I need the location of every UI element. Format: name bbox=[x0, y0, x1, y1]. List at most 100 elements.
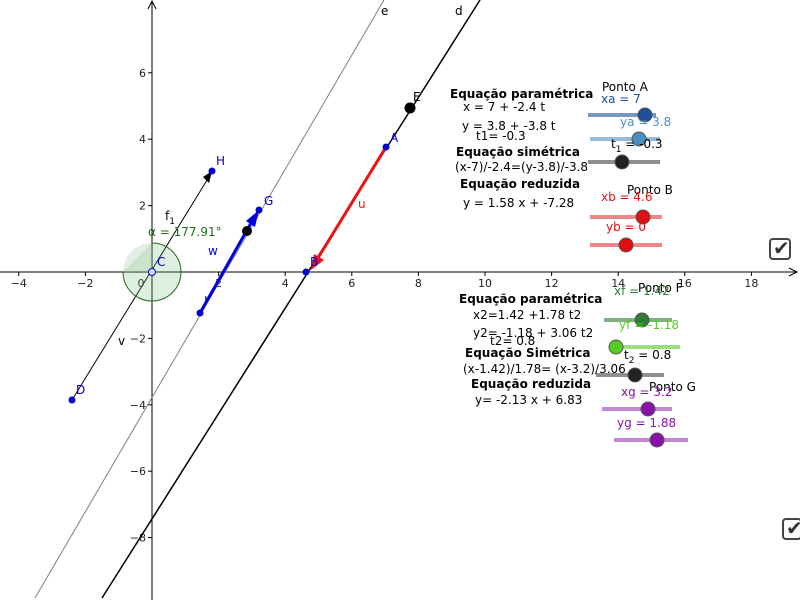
slider-yg-label: yg = 1.88 bbox=[617, 416, 676, 430]
point-D[interactable] bbox=[68, 396, 76, 404]
y-tick-label: −2 bbox=[130, 332, 146, 345]
point-I-label: I bbox=[204, 294, 208, 308]
point-G-label: G bbox=[264, 194, 273, 208]
y-tick-label: −6 bbox=[130, 465, 146, 478]
point-H[interactable] bbox=[208, 167, 216, 175]
slider-ya-handle[interactable] bbox=[631, 131, 647, 147]
slider-ya-label: ya = 3.8 bbox=[620, 115, 671, 129]
x-tick-label: 6 bbox=[348, 277, 355, 290]
slider-group-ponto-a: Ponto A xa = 7 ya = 3.8 t1 = -0.3 bbox=[588, 80, 671, 170]
point-I[interactable] bbox=[196, 309, 204, 317]
slider-xg-handle[interactable] bbox=[640, 401, 656, 417]
y-tick-label: 6 bbox=[139, 67, 146, 80]
point-E[interactable] bbox=[404, 102, 416, 114]
line-d-label: d bbox=[455, 4, 463, 18]
checkmark-icon: ✔ bbox=[773, 236, 790, 260]
slider-t1-label: t1 = -0.3 bbox=[611, 137, 663, 155]
x-tick-label: 0 bbox=[138, 277, 145, 290]
x-tick-label: 12 bbox=[545, 277, 559, 290]
bottom-t2-value: t2= 0.8 bbox=[490, 334, 535, 348]
slider-xg-label: xg = 3.2 bbox=[621, 385, 673, 399]
bottom-red-title: Equação reduzida bbox=[471, 377, 591, 391]
top-red-equation: y = 1.58 x + -7.28 bbox=[463, 196, 574, 210]
bottom-sym-title: Equação Simétrica bbox=[465, 346, 590, 360]
bottom-red-equation: y= -2.13 x + 6.83 bbox=[475, 393, 582, 407]
bottom-sym-equation: (x-1.42)/1.78= (x-3.2)/3.06 bbox=[463, 362, 626, 376]
top-param-title: Equação paramétrica bbox=[450, 87, 593, 101]
slider-t1-handle[interactable] bbox=[614, 154, 630, 170]
x-tick-label: −4 bbox=[11, 277, 27, 290]
point-B[interactable] bbox=[302, 268, 310, 276]
point-D-label: D bbox=[76, 383, 85, 397]
top-red-title: Equação reduzida bbox=[460, 177, 580, 191]
slider-yb-handle[interactable] bbox=[618, 237, 634, 253]
slider-xb-handle[interactable] bbox=[635, 209, 651, 225]
angle-alpha-label: α = 177.91° bbox=[148, 225, 222, 239]
slider-t2-handle[interactable] bbox=[627, 367, 643, 383]
x-tick-label: −2 bbox=[77, 277, 93, 290]
vector-u-arrowhead-icon bbox=[311, 254, 324, 270]
slider-xb-label: xb = 4.6 bbox=[601, 190, 653, 204]
ponto-g-title: Ponto G bbox=[649, 380, 696, 394]
angle-alpha-fill bbox=[123, 243, 152, 272]
bottom-param-title: Equação paramétrica bbox=[459, 292, 602, 306]
top-t1-value: t1= -0.3 bbox=[476, 129, 526, 143]
bottom-y-equation: y2= -1.18 + 3.06 t2 bbox=[473, 326, 593, 340]
bottom-x-equation: x2=1.42 +1.78 t2 bbox=[473, 308, 581, 322]
vector-v-label: v bbox=[118, 334, 125, 348]
panel-bottom-equations: Equação paramétrica x2=1.42 +1.78 t2 y2=… bbox=[459, 292, 626, 407]
x-tick-label: 14 bbox=[611, 277, 625, 290]
line-f1-label: f1 bbox=[165, 209, 175, 227]
x-tick-label: 10 bbox=[478, 277, 492, 290]
ponto-b-title: Ponto B bbox=[627, 183, 673, 197]
x-tick-label: 18 bbox=[744, 277, 758, 290]
line-d[interactable] bbox=[101, 0, 481, 599]
slider-yf-handle[interactable] bbox=[608, 339, 624, 355]
vector-w-label: w bbox=[208, 244, 218, 258]
point-A[interactable] bbox=[382, 143, 390, 151]
y-tick-label: 4 bbox=[139, 133, 146, 146]
slider-group-ponto-g: Ponto G xg = 3.2 yg = 1.88 bbox=[602, 380, 696, 448]
slider-t2-label: t2 = 0.8 bbox=[624, 348, 671, 366]
line-e-label: e bbox=[381, 4, 388, 18]
panel-top-equations: Equação paramétrica x = 7 + -2.4 t y = 3… bbox=[450, 87, 593, 210]
ponto-a-title: Ponto A bbox=[602, 80, 649, 94]
y-axis-arrow-icon bbox=[147, 0, 157, 10]
y-tick-label: 2 bbox=[139, 200, 146, 213]
x-tick-label: 4 bbox=[282, 277, 289, 290]
point-A-label: A bbox=[390, 131, 399, 145]
slider-group-ponto-b: Ponto B xb = 4.6 yb = 0 bbox=[590, 183, 673, 253]
top-sym-title: Equação simétrica bbox=[456, 145, 580, 159]
vector-w-arrowhead-icon bbox=[246, 210, 259, 227]
checkbox-toggle-2[interactable]: ✔ bbox=[782, 516, 800, 540]
vector-u-label: u bbox=[358, 197, 366, 211]
checkbox-toggle-1[interactable]: ✔ bbox=[769, 236, 791, 260]
slider-xa-label: xa = 7 bbox=[601, 92, 641, 106]
checkmark-icon: ✔ bbox=[786, 516, 800, 540]
top-x-equation: x = 7 + -2.4 t bbox=[463, 100, 545, 114]
point-on-line-e[interactable] bbox=[242, 226, 252, 236]
ponto-f-title: Ponto F bbox=[638, 281, 683, 295]
slider-xf-handle[interactable] bbox=[634, 312, 650, 328]
point-C-label: C bbox=[157, 255, 165, 269]
point-E-label: E bbox=[413, 90, 421, 104]
x-tick-label: 16 bbox=[678, 277, 692, 290]
slider-xa-handle[interactable] bbox=[637, 107, 653, 123]
y-tick-label: −4 bbox=[130, 399, 146, 412]
x-axis-arrow-icon bbox=[788, 267, 799, 277]
top-sym-equation: (x-7)/-2.4=(y-3.8)/-3.8 bbox=[455, 160, 588, 174]
top-y-equation: y = 3.8 + -3.8 t bbox=[462, 119, 556, 133]
point-G[interactable] bbox=[255, 206, 263, 214]
slider-yg-handle[interactable] bbox=[649, 432, 665, 448]
vector-u[interactable] bbox=[316, 146, 388, 259]
point-C[interactable] bbox=[148, 268, 156, 276]
point-B-label: B bbox=[310, 255, 318, 269]
line-f1[interactable] bbox=[71, 171, 213, 401]
x-tick-label: 8 bbox=[415, 277, 422, 290]
point-H-label: H bbox=[216, 154, 225, 168]
slider-yb-label: yb = 0 bbox=[606, 220, 646, 234]
slider-group-ponto-f: Ponto F xf = 1.42 yf = -1.18 t2 = 0.8 bbox=[596, 281, 683, 383]
vector-v-arrowhead-icon bbox=[203, 171, 212, 183]
